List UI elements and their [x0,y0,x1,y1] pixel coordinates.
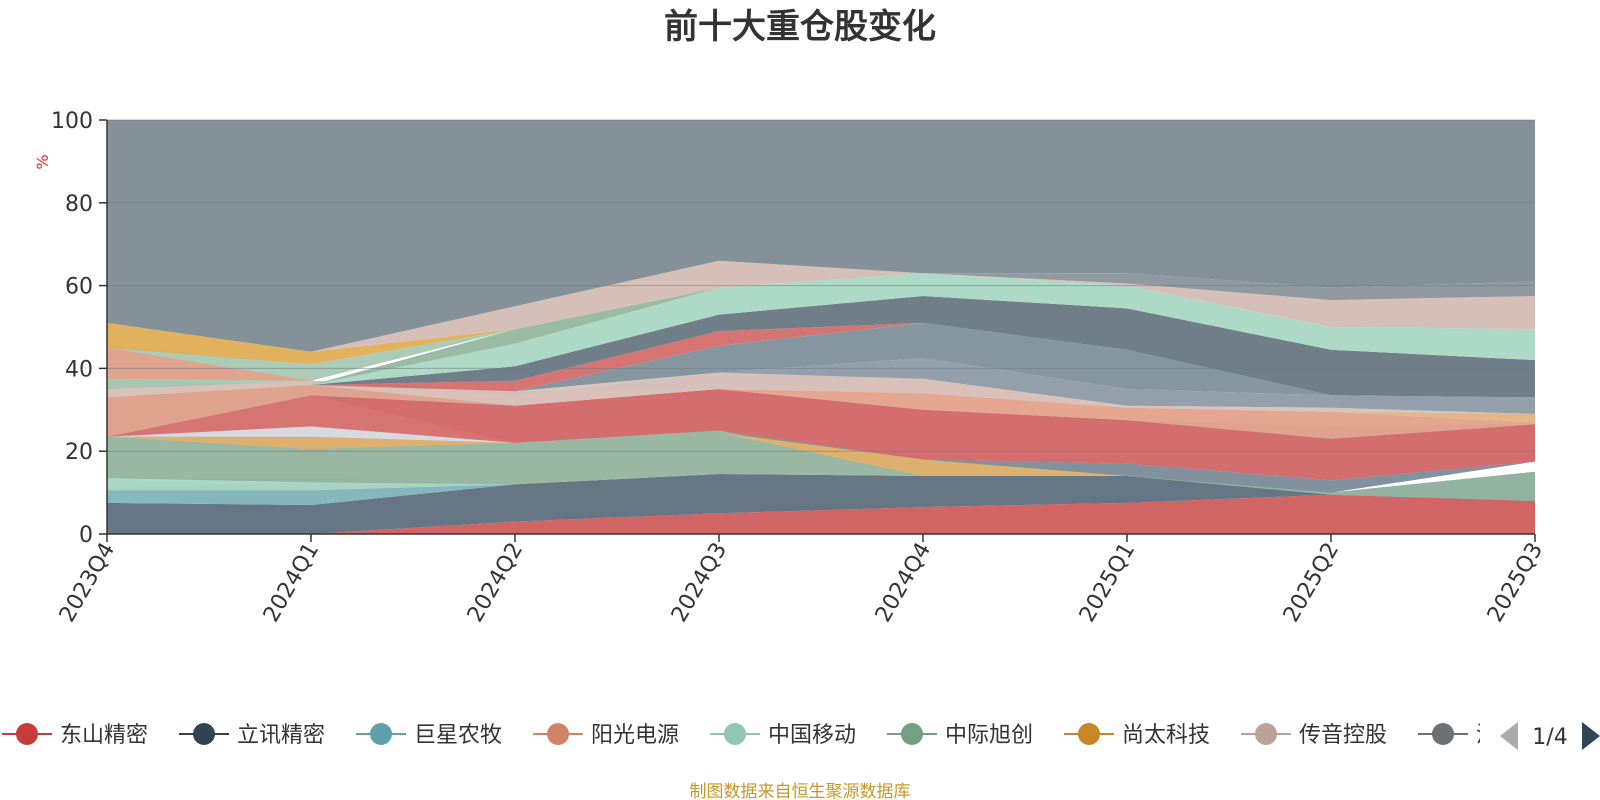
y-tick-label: 60 [65,275,93,300]
plot-areas [107,120,1535,534]
prev-page-icon[interactable] [1500,722,1518,750]
y-tick-label: 40 [65,357,93,382]
next-page-icon[interactable] [1582,722,1600,750]
legend-label: 立讯精密 [237,723,325,748]
area-band-19 [107,296,1535,398]
x-tick-label: 2024Q4 [871,539,936,627]
y-axis: 0 20 40 60 80 100 [51,109,108,548]
x-tick-label: 2024Q3 [667,539,732,627]
legend-marker-icon [547,723,569,745]
y-tick-label: 100 [51,109,93,134]
area-band-20 [107,273,1535,385]
legend-marker-icon [901,723,923,745]
legend-label: 传音控股 [1299,723,1387,748]
y-axis-unit: % [33,154,52,169]
legend-label: 中际旭创 [945,723,1033,748]
legend-marker-icon [1255,723,1277,745]
area-band-5 [107,430,1535,501]
area-band-7 [107,432,1535,493]
legend-item[interactable]: 中际旭创 [887,723,1033,748]
legend-label: 东山精密 [60,723,148,748]
legend-page-indicator: 1/4 [1532,725,1567,750]
x-tick-label: 2025Q3 [1483,539,1548,627]
legend-marker-icon [1432,723,1454,745]
y-tick-label: 0 [79,523,93,548]
legend-label: 沪 [1476,723,1498,748]
legend-marker-icon [724,723,746,745]
legend-item[interactable]: 尚太科技 [1064,723,1210,748]
legend-marker-icon [193,723,215,745]
area-band-1 [107,471,1535,534]
legend-item[interactable]: 中国移动 [710,723,856,748]
legend-label: 阳光电源 [591,723,679,748]
area-band-17 [107,322,1535,398]
legend-pager: 1/4 [1500,722,1600,750]
legend-item[interactable]: 立讯精密 [179,723,325,748]
area-band-27 [107,120,1535,352]
legend-item[interactable]: 沪 [1418,723,1498,748]
legend-marker-icon [370,723,392,745]
chart-title: 前十大重仓股变化 [664,7,936,47]
y-tick-label: 20 [65,440,93,465]
area-band-24 [107,273,1535,365]
legend-item[interactable]: 东山精密 [2,723,148,748]
x-axis: 2023Q4 2024Q1 2024Q2 2024Q3 2024Q4 2025Q1 2025… [55,533,1548,627]
y-tick-label: 80 [65,192,93,217]
legend-label: 巨星农牧 [414,723,502,748]
legend-item[interactable]: 传音控股 [1241,723,1387,748]
x-tick-label: 2024Q1 [259,539,324,627]
data-source-note: 制图数据来自恒生聚源数据库 [690,782,911,800]
x-tick-label: 2024Q2 [463,539,528,627]
area-band-8 [107,426,1535,481]
legend-label: 尚太科技 [1122,723,1210,748]
legend-item[interactable]: 巨星农牧 [356,723,502,748]
legend-label: 中国移动 [768,723,856,748]
legend-marker-icon [1078,723,1100,745]
x-tick-label: 2023Q4 [55,539,120,627]
area-band-25 [107,260,1535,352]
area-band-10 [107,389,1535,481]
legend-item[interactable]: 阳光电源 [533,723,679,748]
legend: 东山精密 立讯精密 巨星农牧 阳光电源 中国移动 中际旭创 尚太科技 传音控股 沪 [2,723,1498,748]
area-band-26 [107,260,1535,352]
area-band-15 [107,358,1535,414]
x-tick-label: 2025Q2 [1279,539,1344,627]
area-band-0 [107,494,1535,534]
legend-marker-icon [16,723,38,745]
x-tick-label: 2025Q1 [1075,539,1140,627]
area-band-16 [107,372,1535,414]
